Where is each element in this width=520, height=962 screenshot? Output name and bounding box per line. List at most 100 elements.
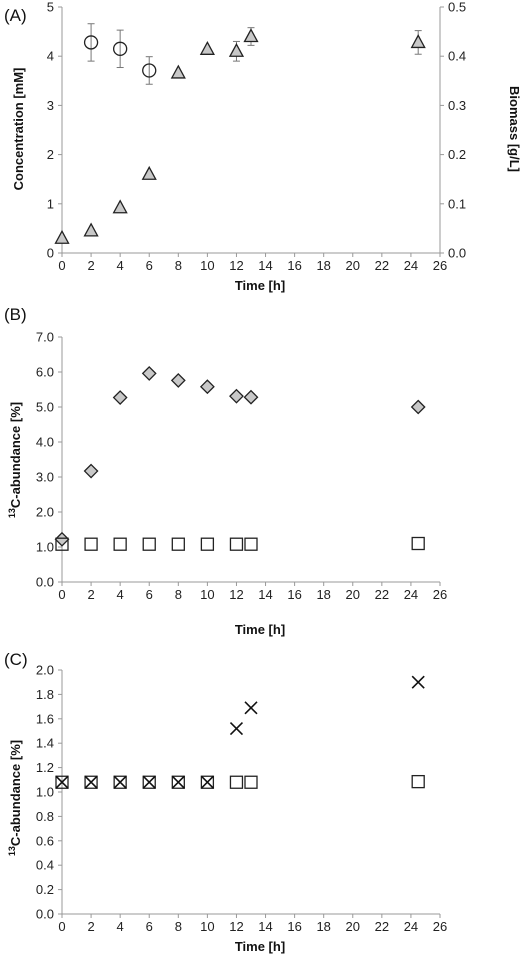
panel-c-y-axis-superscript: 13	[7, 846, 17, 856]
data-point-square	[200, 775, 215, 789]
x-tick-label: 10	[200, 919, 214, 934]
x-tick-label: 2	[87, 919, 94, 934]
data-point-square	[113, 775, 127, 789]
panel-c-marks	[55, 675, 425, 789]
y-tick-label: 1.4	[36, 736, 54, 751]
y-tick-label: 5.0	[36, 400, 54, 415]
y-tick-label: 0	[47, 246, 54, 261]
panel-a-marks	[54, 23, 426, 244]
y2-tick-label: 0.1	[448, 196, 466, 211]
data-point-square	[244, 775, 258, 789]
data-point-cross	[411, 675, 425, 689]
x-tick-label: 26	[433, 587, 447, 602]
panel-b-y-axis-text: C-abundance [%]	[8, 402, 23, 508]
x-tick-label: 12	[229, 587, 243, 602]
y-tick-label: 1.0	[36, 785, 54, 800]
y-tick-label: 0.4	[36, 858, 54, 873]
y-tick-label: 3	[47, 98, 54, 113]
panel-a-x-ticks: 0 2 4 6 8 10 12 14 16 18 20 22 24 26	[58, 252, 447, 273]
data-point-square	[84, 537, 98, 551]
panel-c-y-axis-text: C-abundance [%]	[8, 740, 23, 846]
x-tick-label: 16	[287, 258, 301, 273]
x-tick-label: 0	[58, 587, 65, 602]
data-point-circle	[142, 63, 157, 78]
x-tick-label: 10	[200, 587, 214, 602]
y-tick-label: 1.2	[36, 760, 54, 775]
data-point-cross	[55, 775, 69, 789]
panel-a-label: (A)	[4, 6, 27, 25]
y-tick-label: 0.6	[36, 833, 54, 848]
data-point-square	[229, 537, 244, 551]
panel-c-y-axis-title: 13C-abundance [%]	[7, 740, 23, 856]
x-tick-label: 16	[287, 587, 301, 602]
data-point-triangle	[170, 64, 186, 79]
data-point-diamond	[141, 365, 157, 381]
data-point-triangle	[199, 40, 215, 55]
x-tick-label: 14	[258, 587, 272, 602]
x-tick-label: 22	[375, 258, 389, 273]
panel-a-y2-axis-title: Biomass [g/L]	[507, 86, 520, 172]
data-point-square	[55, 775, 69, 789]
y-tick-label: 1.6	[36, 711, 54, 726]
y-tick-label: 3.0	[36, 470, 54, 485]
y-tick-label: 4.0	[36, 435, 54, 450]
data-point-diamond	[83, 463, 99, 479]
x-tick-label: 8	[175, 587, 182, 602]
y-tick-label: 7.0	[36, 330, 54, 345]
x-tick-label: 18	[316, 587, 330, 602]
y-tick-label: 0.0	[36, 907, 54, 922]
data-point-triangle	[54, 229, 70, 244]
panel-b: (B) 0 2 4 6 8 10 12 14 16 18 20 22 24 26 0.01.02.03.0…	[4, 305, 447, 637]
data-point-square	[84, 775, 98, 789]
data-point-cross	[142, 775, 156, 789]
panel-b-y-axis-superscript: 13	[7, 508, 17, 518]
x-tick-label: 6	[146, 587, 153, 602]
y-tick-label: 6.0	[36, 365, 54, 380]
panel-c: (C) 0 2 4 6 8 10 12 14 16 18 20 22 24 26 0.00.20.40.6…	[4, 650, 447, 954]
x-tick-label: 6	[146, 258, 153, 273]
x-tick-label: 22	[375, 919, 389, 934]
y-tick-label: 1.8	[36, 687, 54, 702]
y-tick-label: 0.2	[36, 882, 54, 897]
data-point-square	[229, 775, 244, 789]
data-point-cross	[113, 775, 127, 789]
x-tick-label: 4	[117, 919, 124, 934]
data-point-triangle	[410, 34, 426, 49]
data-point-cross	[84, 775, 98, 789]
x-tick-label: 8	[175, 919, 182, 934]
data-point-square	[171, 537, 185, 551]
x-tick-label: 20	[346, 919, 360, 934]
data-point-triangle	[141, 165, 157, 180]
x-tick-label: 24	[404, 587, 418, 602]
data-point-square	[411, 536, 425, 551]
x-tick-label: 0	[58, 258, 65, 273]
y-tick-label: 2.0	[36, 663, 54, 678]
x-tick-label: 18	[316, 919, 330, 934]
data-point-cross	[200, 775, 214, 789]
panel-b-x-ticks: 0 2 4 6 8 10 12 14 16 18 20 22 24 26	[58, 581, 447, 602]
panel-c-x-axis-title: Time [h]	[235, 939, 285, 954]
x-tick-label: 24	[404, 258, 418, 273]
data-point-square	[55, 537, 69, 551]
data-point-diamond	[112, 390, 128, 405]
x-tick-label: 10	[200, 258, 214, 273]
x-tick-label: 4	[117, 258, 124, 273]
x-tick-label: 0	[58, 919, 65, 934]
panel-a-y-axis-title: Concentration [mM]	[11, 68, 26, 191]
data-point-cross	[171, 775, 185, 789]
x-tick-label: 12	[229, 919, 243, 934]
y-tick-label: 2.0	[36, 505, 54, 520]
data-point-circle	[83, 35, 99, 50]
data-point-square	[200, 537, 215, 551]
data-point-square	[113, 537, 127, 551]
data-point-triangle	[228, 42, 245, 57]
data-point-diamond	[229, 388, 244, 404]
panel-b-y-ticks: 0.0 1.0 2.0 3.0 4.0 5.0 6.0 7.0	[36, 330, 63, 590]
data-point-diamond	[410, 399, 426, 415]
panel-b-marks	[54, 365, 426, 551]
x-tick-label: 18	[316, 258, 330, 273]
x-tick-label: 2	[87, 258, 94, 273]
x-tick-label: 4	[117, 587, 124, 602]
y2-tick-label: 0.4	[448, 49, 466, 64]
